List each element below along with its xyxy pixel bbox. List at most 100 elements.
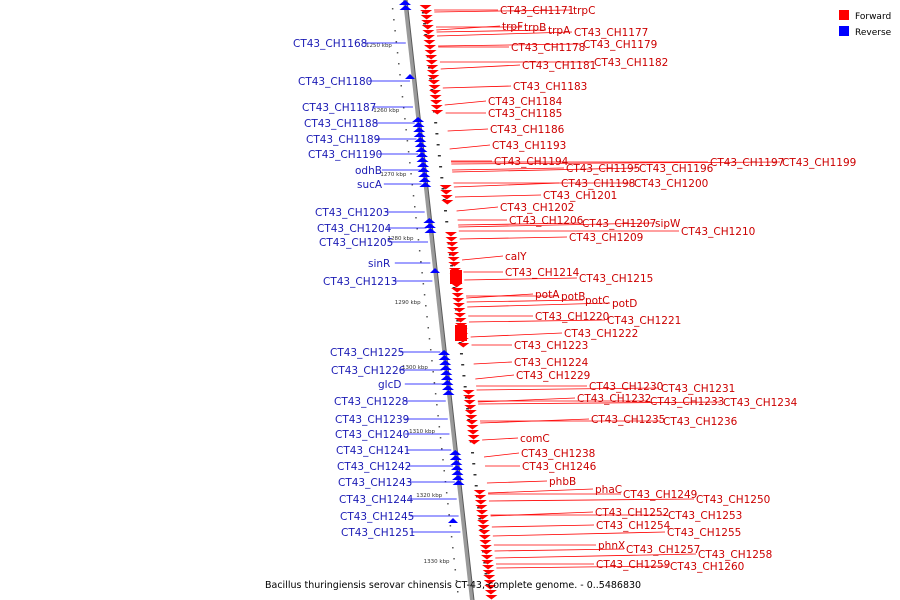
tick-mark: [462, 375, 466, 377]
legend-reverse-label: Reverse: [855, 28, 892, 38]
legend: Forward Reverse: [839, 10, 892, 38]
tick-label: 1300 kbp: [402, 365, 428, 371]
forward-gene-label: trpA: [548, 25, 571, 37]
forward-leader-line: [458, 222, 581, 226]
tick-mark: [454, 569, 457, 571]
reverse-gene-label: CT43_CH1226: [331, 365, 406, 377]
forward-gene: [420, 10, 433, 15]
forward-gene: [480, 555, 493, 560]
tick-mark: [402, 107, 405, 109]
reverse-gene: [414, 142, 427, 147]
forward-gene-label: CT43_CH1185: [488, 108, 562, 120]
tick-mark: [414, 206, 416, 208]
reverse-gene-label: CT43_CH1168: [293, 38, 367, 50]
legend-forward-swatch: [839, 10, 849, 20]
tick-mark: [478, 518, 482, 520]
forward-gene-label: CT43_CH1199: [782, 157, 856, 169]
forward-gene-label: potC: [585, 295, 610, 307]
forward-leader-line: [452, 167, 638, 173]
forward-gene: [463, 400, 476, 405]
forward-gene-label: CT43_CH1193: [492, 140, 566, 152]
forward-gene-label: CT43_CH1258: [698, 549, 772, 561]
forward-gene-label: trpC: [573, 5, 595, 17]
reverse-gene: [412, 122, 425, 127]
tick-mark: [425, 305, 427, 307]
forward-gene: [431, 110, 444, 115]
tick-mark: [405, 129, 407, 131]
forward-gene-label: CT43_CH1207: [582, 218, 656, 230]
forward-gene: [429, 95, 442, 100]
forward-gene-label: CT43_CH1231: [661, 383, 735, 395]
reverse-gene-label: CT43_CH1205: [319, 237, 393, 249]
forward-gene-label: CT43_CH1178: [511, 42, 585, 54]
tick-mark: [484, 573, 488, 575]
tick-mark: [399, 74, 401, 76]
tick-mark: [437, 155, 441, 157]
forward-leader-line: [476, 387, 660, 391]
tick-mark: [456, 591, 459, 593]
tick-mark: [420, 261, 422, 263]
reverse-gene-label: CT43_CH1187: [302, 102, 376, 114]
forward-gene-label: CT43_CH1210: [681, 226, 755, 238]
tick-mark: [467, 419, 471, 421]
forward-gene: [454, 318, 467, 323]
reverse-gene-label: CT43_CH1190: [308, 149, 382, 161]
forward-gene: [451, 293, 464, 298]
reverse-gene: [438, 350, 451, 355]
forward-gene: [451, 288, 464, 293]
tick-mark: [472, 463, 476, 465]
reverse-gene: [419, 182, 432, 187]
tick-mark: [444, 210, 448, 212]
reverse-gene-label: CT43_CH1204: [317, 223, 392, 235]
tick-mark: [441, 448, 443, 450]
forward-gene: [463, 395, 476, 400]
forward-gene: [466, 425, 479, 430]
forward-gene-label: CT43_CH1236: [663, 416, 738, 428]
forward-gene-label: CT43_CH1195: [566, 163, 640, 175]
tick-label: 1330 kbp: [424, 559, 450, 565]
tick-mark: [439, 166, 443, 168]
forward-gene-label: CT43_CH1238: [521, 448, 595, 460]
tick-mark: [429, 78, 433, 80]
tick-label: 1280 kbp: [388, 236, 414, 242]
reverse-gene: [448, 518, 458, 523]
tick-mark: [401, 96, 404, 98]
tick-mark: [447, 503, 449, 505]
reverse-gene-label: CT43_CH1241: [336, 445, 410, 457]
tick-mark: [438, 426, 441, 428]
reverse-gene: [399, 0, 411, 5]
tick-mark: [471, 452, 475, 454]
forward-leader-line: [486, 480, 548, 484]
reverse-gene-label: CT43_CH1240: [335, 429, 409, 441]
reverse-gene: [442, 390, 455, 395]
forward-gene: [452, 303, 465, 308]
forward-leader-line: [442, 85, 512, 89]
tick-mark: [434, 122, 438, 124]
tick-mark: [406, 140, 409, 142]
forward-gene: [422, 30, 435, 35]
forward-gene: [444, 232, 457, 237]
forward-leader-line: [451, 167, 565, 171]
tick-mark: [439, 437, 442, 439]
tick-mark: [473, 474, 477, 476]
forward-gene: [477, 520, 490, 525]
tick-mark: [433, 382, 436, 384]
forward-leader-line: [461, 255, 504, 261]
forward-gene-label: potA: [535, 289, 560, 301]
tick-mark: [407, 151, 410, 153]
forward-gene-label: CT43_CH1252: [595, 507, 669, 519]
tick-mark: [437, 415, 439, 417]
forward-leader-line: [488, 498, 695, 502]
forward-leader-line: [475, 374, 515, 380]
forward-gene: [450, 270, 462, 284]
reverse-gene-label: CT43_CH1225: [330, 347, 404, 359]
forward-gene: [422, 35, 435, 40]
forward-gene: [450, 283, 463, 288]
tick-mark: [453, 558, 455, 560]
tick-mark: [483, 562, 487, 564]
tick-mark: [442, 459, 444, 461]
tick-mark: [443, 470, 445, 472]
reverse-gene-label: CT43_CH1228: [334, 396, 408, 408]
tick-mark: [415, 217, 417, 219]
